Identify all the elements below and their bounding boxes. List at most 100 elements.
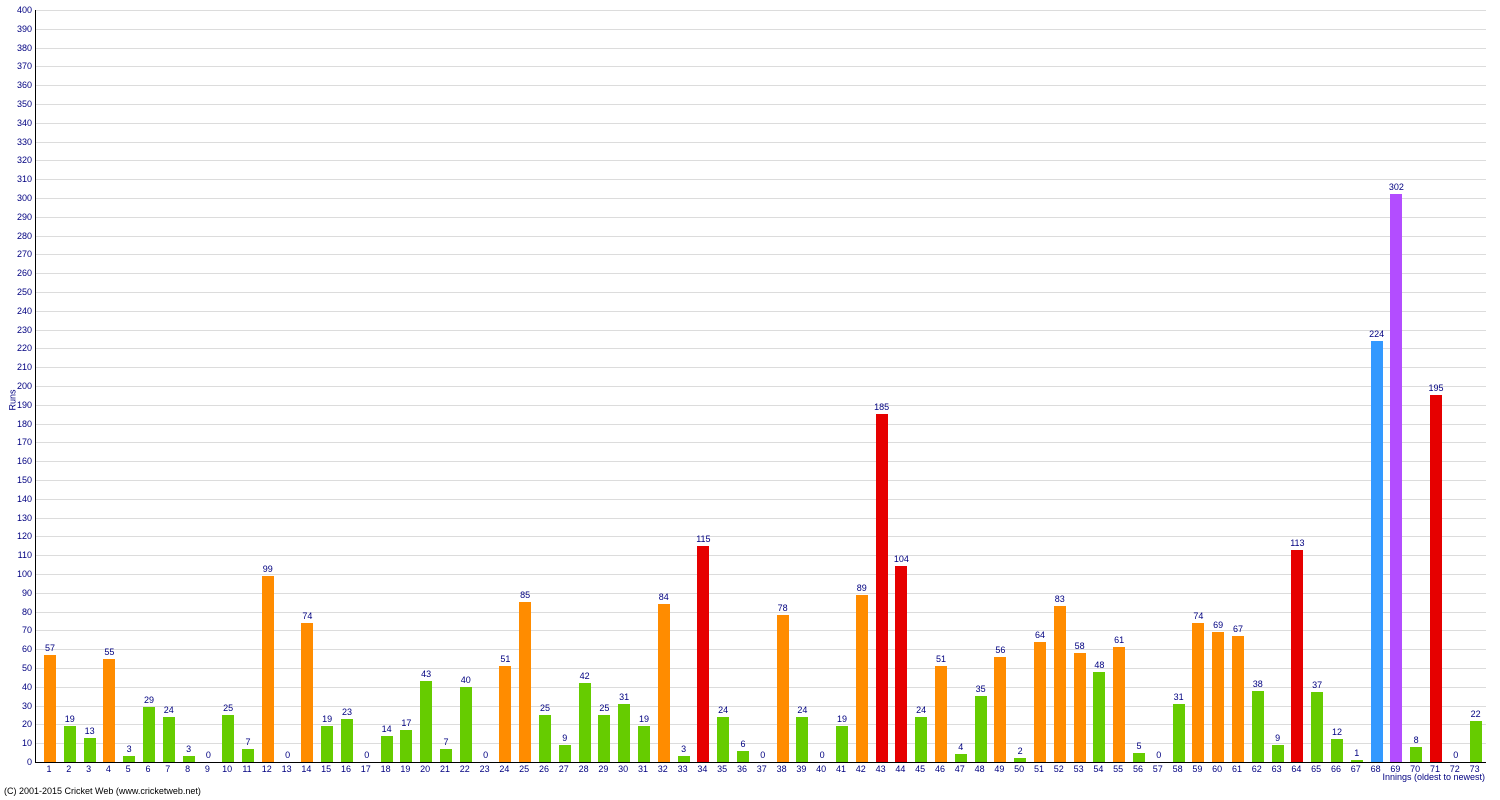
bar-value-label: 58 bbox=[1075, 641, 1085, 651]
bar-value-label: 40 bbox=[461, 675, 471, 685]
bar-value-label: 6 bbox=[740, 739, 745, 749]
bar-value-label: 31 bbox=[1174, 692, 1184, 702]
bar bbox=[460, 687, 472, 762]
x-tick-label: 21 bbox=[440, 764, 450, 774]
bar bbox=[143, 707, 155, 762]
chart-container: 5719135532924302579907419230141743740051… bbox=[0, 0, 1500, 800]
gridline bbox=[36, 499, 1486, 500]
bar-value-label: 69 bbox=[1213, 620, 1223, 630]
bar bbox=[1212, 632, 1224, 762]
gridline bbox=[36, 649, 1486, 650]
bar-value-label: 74 bbox=[1193, 611, 1203, 621]
bar bbox=[499, 666, 511, 762]
x-tick-label: 36 bbox=[737, 764, 747, 774]
bar-value-label: 19 bbox=[639, 714, 649, 724]
bar-value-label: 13 bbox=[85, 726, 95, 736]
bar bbox=[638, 726, 650, 762]
x-tick-label: 13 bbox=[282, 764, 292, 774]
bar-value-label: 2 bbox=[1018, 746, 1023, 756]
bar-value-label: 4 bbox=[958, 742, 963, 752]
x-tick-label: 51 bbox=[1034, 764, 1044, 774]
bar-value-label: 115 bbox=[696, 534, 710, 544]
bar-value-label: 64 bbox=[1035, 630, 1045, 640]
x-tick-label: 35 bbox=[717, 764, 727, 774]
bar bbox=[1470, 721, 1482, 762]
y-tick-label: 360 bbox=[2, 80, 32, 90]
x-tick-label: 69 bbox=[1390, 764, 1400, 774]
bar bbox=[559, 745, 571, 762]
bar-value-label: 0 bbox=[483, 750, 488, 760]
bar bbox=[1133, 753, 1145, 762]
bar-value-label: 12 bbox=[1332, 727, 1342, 737]
gridline bbox=[36, 442, 1486, 443]
x-tick-label: 56 bbox=[1133, 764, 1143, 774]
bar-value-label: 74 bbox=[302, 611, 312, 621]
x-tick-label: 62 bbox=[1252, 764, 1262, 774]
x-tick-label: 67 bbox=[1351, 764, 1361, 774]
bar bbox=[1311, 692, 1323, 762]
y-tick-label: 200 bbox=[2, 381, 32, 391]
x-tick-label: 47 bbox=[955, 764, 965, 774]
x-tick-label: 64 bbox=[1291, 764, 1301, 774]
bar-value-label: 3 bbox=[681, 744, 686, 754]
x-tick-label: 19 bbox=[400, 764, 410, 774]
y-tick-label: 390 bbox=[2, 24, 32, 34]
bar bbox=[381, 736, 393, 762]
x-tick-label: 29 bbox=[598, 764, 608, 774]
bar-value-label: 0 bbox=[820, 750, 825, 760]
bar bbox=[1192, 623, 1204, 762]
bar-value-label: 55 bbox=[104, 647, 114, 657]
y-tick-label: 300 bbox=[2, 193, 32, 203]
x-tick-label: 23 bbox=[480, 764, 490, 774]
bar-value-label: 0 bbox=[1156, 750, 1161, 760]
bar bbox=[658, 604, 670, 762]
bar-value-label: 0 bbox=[285, 750, 290, 760]
x-tick-label: 16 bbox=[341, 764, 351, 774]
bar bbox=[103, 659, 115, 762]
x-tick-label: 28 bbox=[579, 764, 589, 774]
bar-value-label: 19 bbox=[322, 714, 332, 724]
bar-value-label: 185 bbox=[874, 402, 889, 412]
x-tick-label: 60 bbox=[1212, 764, 1222, 774]
gridline bbox=[36, 10, 1486, 11]
bar bbox=[440, 749, 452, 762]
bar-value-label: 8 bbox=[1414, 735, 1419, 745]
bar bbox=[777, 615, 789, 762]
bar-value-label: 25 bbox=[599, 703, 609, 713]
y-tick-label: 20 bbox=[2, 719, 32, 729]
x-tick-label: 20 bbox=[420, 764, 430, 774]
bar-value-label: 25 bbox=[540, 703, 550, 713]
gridline bbox=[36, 330, 1486, 331]
bar bbox=[44, 655, 56, 762]
x-tick-label: 30 bbox=[618, 764, 628, 774]
bar-value-label: 5 bbox=[1136, 741, 1141, 751]
bar-value-label: 1 bbox=[1354, 748, 1359, 758]
y-tick-label: 230 bbox=[2, 325, 32, 335]
bar bbox=[1034, 642, 1046, 762]
bar-value-label: 9 bbox=[562, 733, 567, 743]
y-tick-label: 60 bbox=[2, 644, 32, 654]
x-tick-label: 63 bbox=[1272, 764, 1282, 774]
gridline bbox=[36, 706, 1486, 707]
bar-value-label: 9 bbox=[1275, 733, 1280, 743]
bar bbox=[84, 738, 96, 762]
bar bbox=[618, 704, 630, 762]
bar-value-label: 24 bbox=[164, 705, 174, 715]
bar-value-label: 99 bbox=[263, 564, 273, 574]
gridline bbox=[36, 367, 1486, 368]
x-tick-label: 38 bbox=[777, 764, 787, 774]
bar bbox=[1291, 550, 1303, 762]
y-tick-label: 220 bbox=[2, 343, 32, 353]
bar bbox=[163, 717, 175, 762]
gridline bbox=[36, 593, 1486, 594]
gridline bbox=[36, 311, 1486, 312]
gridline bbox=[36, 480, 1486, 481]
x-tick-label: 54 bbox=[1093, 764, 1103, 774]
bar bbox=[1272, 745, 1284, 762]
gridline bbox=[36, 687, 1486, 688]
bar-value-label: 104 bbox=[894, 554, 909, 564]
bar-value-label: 17 bbox=[401, 718, 411, 728]
gridline bbox=[36, 424, 1486, 425]
y-tick-label: 140 bbox=[2, 494, 32, 504]
bar-value-label: 22 bbox=[1471, 709, 1481, 719]
